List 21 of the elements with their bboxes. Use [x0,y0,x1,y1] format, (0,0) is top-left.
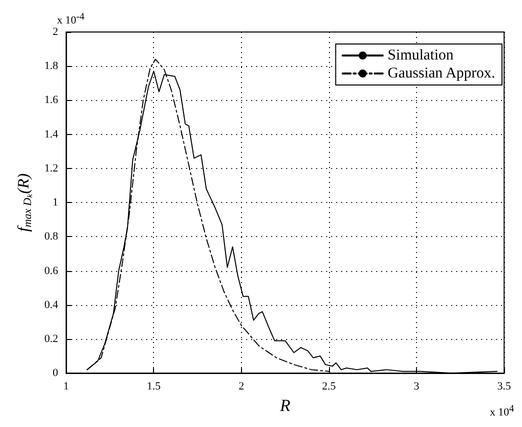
y-tick-label: 1.6 [44,94,59,106]
y-tick-label: 1 [52,196,58,209]
y-tick-label: 1.4 [44,128,59,140]
y-tick-label: 0.2 [44,332,58,345]
y-tick-label: 0.6 [44,264,59,277]
x-tick-label: 3.5 [497,380,512,393]
legend-label: Simulation [388,48,454,64]
x-axis-title: R [278,396,291,415]
y-tick-label: 1.2 [44,162,58,174]
legend-label: Gaussian Approx. [388,66,496,82]
x-tick-label: 1 [63,380,69,393]
x-tick-label: 3 [414,380,420,393]
x-tick-label: 1.5 [146,380,162,393]
y-tick-label: 0.4 [44,298,59,311]
y-tick-label: 1.8 [44,60,59,72]
y-tick-label: 2 [52,26,58,38]
y-tick-label: 0 [52,367,59,380]
y-tick-label: 0.8 [44,230,59,243]
x-tick-label: 2.5 [322,380,336,393]
y-axis-title: fmax Dₖ(R) [16,173,34,232]
x-tick-label: 2 [238,380,244,393]
